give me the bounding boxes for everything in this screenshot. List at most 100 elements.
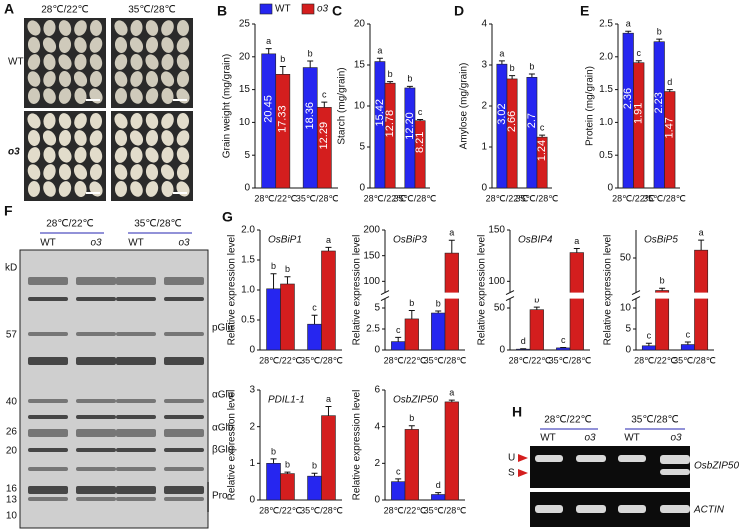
grain — [27, 113, 41, 129]
grain — [43, 88, 56, 104]
y-tick-label: 100 — [488, 276, 505, 287]
grain — [145, 20, 159, 36]
y-tick-label: 1.5 — [241, 255, 255, 266]
chart-title: OsBiP1 — [268, 235, 302, 246]
marker-label: 40 — [6, 397, 18, 408]
significance-letter: d — [667, 77, 672, 87]
condition-label: 28℃/22℃ — [544, 415, 592, 426]
error-bar — [395, 336, 402, 342]
significance-letter: a — [377, 46, 382, 56]
significance-letter: c — [637, 48, 642, 58]
error-bar — [270, 273, 277, 289]
grain — [58, 181, 72, 197]
y-tick-label: 2.5 — [366, 324, 380, 335]
y-tick-label: 6 — [374, 385, 380, 396]
band-label: αGlu — [212, 390, 233, 401]
grain — [58, 88, 72, 104]
product-label: U — [508, 453, 515, 464]
grain — [176, 20, 190, 36]
grain — [58, 130, 72, 146]
grain — [114, 71, 128, 87]
lane-label: WT — [624, 433, 640, 444]
significance-letter: b — [388, 69, 393, 79]
lane-label: WT — [540, 433, 556, 444]
y-tick-label: 50 — [620, 253, 632, 264]
grain — [43, 71, 56, 87]
value-label: 12.20 — [404, 112, 416, 140]
x-tick-label: 28℃/22℃ — [634, 355, 677, 365]
band — [164, 448, 204, 452]
grain — [130, 71, 143, 87]
significance-letter: a — [449, 387, 454, 397]
y-tick-label: 5 — [359, 142, 365, 153]
significance-letter: b — [657, 26, 662, 36]
error-bar — [684, 341, 691, 345]
band — [116, 486, 156, 494]
bar — [556, 347, 571, 351]
grain — [89, 71, 103, 87]
grain — [58, 113, 72, 129]
condition-label: 28℃/22℃ — [41, 5, 89, 16]
band — [164, 399, 204, 403]
y-tick-label: 10 — [354, 101, 366, 112]
band — [28, 357, 68, 365]
significance-letter: b — [308, 48, 313, 58]
bar — [266, 288, 281, 351]
y-tick-label: 10 — [620, 303, 632, 314]
error-bar — [528, 73, 535, 78]
gene-label: ACTIN — [693, 505, 725, 516]
bar — [266, 463, 281, 501]
error-bar — [408, 310, 415, 319]
band — [164, 429, 204, 437]
grain — [27, 20, 41, 36]
band — [164, 297, 204, 301]
chart-title: OsBIP4 — [518, 235, 553, 246]
significance-letter: c — [396, 325, 401, 335]
error-bar — [376, 57, 383, 62]
significance-letter: b — [409, 413, 414, 423]
y-tick-label: 2.0 — [599, 51, 613, 62]
row-label: WT — [8, 57, 24, 68]
error-bar — [265, 48, 272, 54]
grain — [89, 130, 103, 146]
bar — [653, 41, 665, 189]
band — [116, 332, 156, 336]
grain — [145, 181, 159, 197]
bar — [680, 344, 695, 351]
value-label: 20.45 — [263, 95, 275, 123]
significance-letter: c — [686, 329, 691, 339]
bar — [431, 494, 446, 501]
error-bar — [406, 85, 413, 88]
x-tick-label: 35℃/28℃ — [549, 355, 592, 365]
y-tick-label: 3 — [481, 60, 487, 71]
grain — [89, 37, 103, 53]
significance-letter: d — [521, 336, 526, 346]
axis-break-mark — [380, 290, 390, 302]
bar — [506, 78, 518, 189]
error-bar — [408, 425, 415, 430]
grain — [130, 164, 143, 180]
significance-letter: c — [396, 466, 401, 476]
panel-letter: H — [512, 404, 522, 420]
grain — [145, 37, 159, 53]
error-bar — [321, 101, 328, 108]
grain — [27, 54, 41, 70]
y-tick-label: 2.5 — [599, 19, 613, 30]
grain — [161, 20, 174, 36]
band — [28, 297, 68, 301]
legend-swatch — [259, 3, 273, 15]
y-tick-label: 150 — [488, 225, 505, 236]
condition-label: 35℃/28℃ — [134, 219, 182, 230]
error-bar — [448, 239, 455, 254]
grain — [145, 130, 159, 146]
y-tick-label: 0.5 — [241, 315, 255, 326]
band — [28, 415, 68, 419]
y-tick-label: 5 — [244, 150, 250, 161]
gene-label: OsbZIP50 — [694, 461, 739, 472]
significance-letter: c — [312, 303, 317, 313]
grain — [160, 71, 175, 87]
band — [28, 429, 68, 437]
y-axis-label: Relative expression level — [227, 235, 238, 346]
axis-break — [506, 292, 592, 299]
value-label: 12.29 — [318, 122, 330, 150]
